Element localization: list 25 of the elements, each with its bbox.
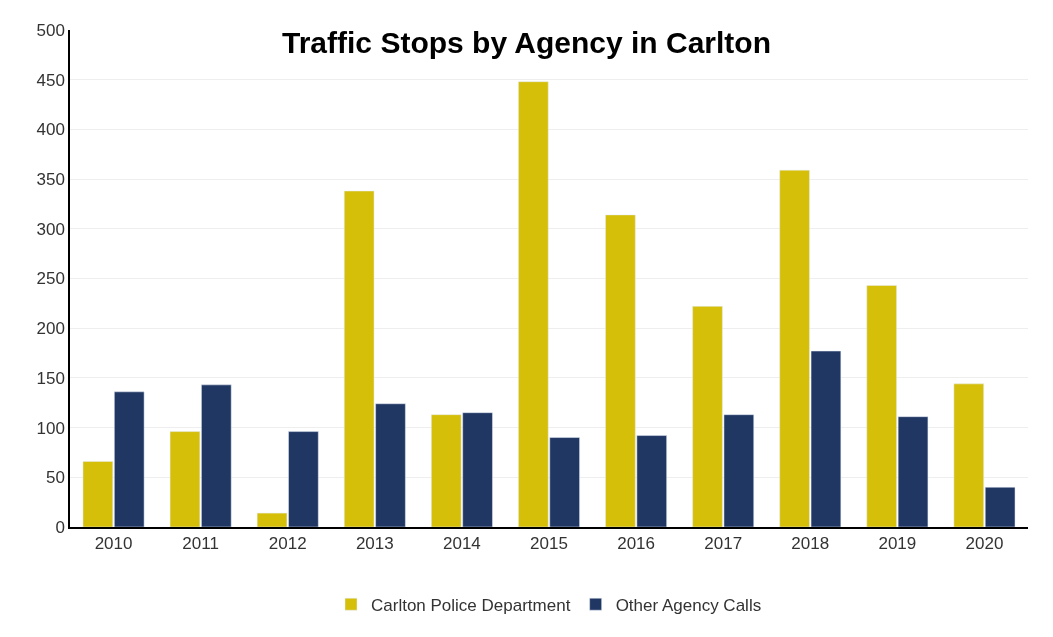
y-tick-label: 150 (36, 368, 65, 388)
y-tick-label: 50 (45, 468, 65, 488)
x-tick-label: 2020 (965, 534, 1004, 554)
x-tick-label: 2011 (182, 534, 219, 554)
y-tick-label: 100 (36, 418, 65, 438)
x-tick-label: 2019 (878, 534, 917, 554)
x-tick-label: 2010 (94, 534, 133, 554)
x-tick-label: 2014 (443, 534, 481, 554)
y-tick-label: 250 (36, 269, 65, 289)
y-tick-label: 350 (36, 170, 65, 190)
legend-label: Other Agency Calls (615, 595, 762, 615)
x-tick-label: 2015 (530, 534, 568, 554)
x-tick-label: 2018 (791, 534, 830, 554)
legend-label: Carlton Police Department (371, 595, 571, 615)
x-tick-label: 2013 (355, 534, 394, 554)
x-tick-label: 2012 (268, 534, 307, 554)
y-tick-label: 0 (55, 517, 65, 537)
y-tick-label: 400 (36, 120, 65, 140)
y-tick-label: 300 (36, 219, 65, 239)
y-tick-label: 450 (36, 70, 65, 90)
chart-title: Traffic Stops by Agency in Carlton (282, 25, 771, 59)
y-tick-label: 500 (36, 20, 65, 40)
y-tick-label: 200 (36, 319, 65, 339)
x-tick-label: 2016 (617, 534, 655, 554)
x-tick-label: 2017 (704, 534, 743, 554)
